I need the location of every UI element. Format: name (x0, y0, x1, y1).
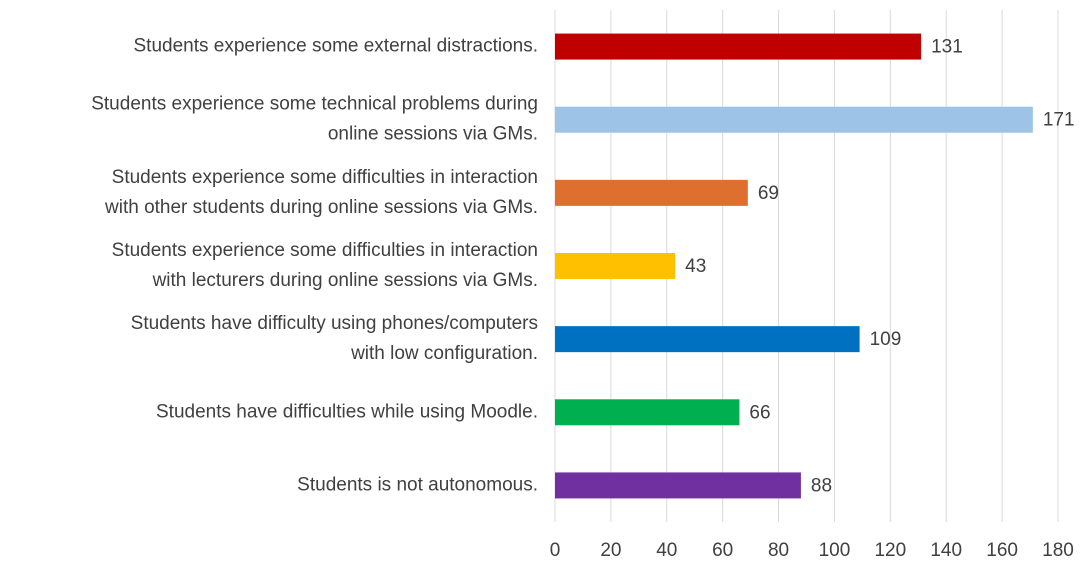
x-tick-label: 80 (768, 540, 789, 561)
value-label: 69 (758, 183, 779, 204)
category-label: Students experience some difficulties in… (112, 167, 538, 188)
value-label: 43 (685, 256, 706, 277)
bar (555, 253, 676, 279)
x-tick-label: 160 (986, 540, 1018, 561)
bar (555, 179, 748, 206)
category-label: Students have difficulties while using M… (156, 401, 538, 422)
x-tick-label: 0 (550, 540, 561, 561)
bar (555, 399, 740, 426)
category-label: with low configuration. (350, 343, 538, 364)
category-label: Students have difficulty using phones/co… (131, 313, 538, 334)
x-tick-label: 140 (930, 540, 962, 561)
bar (555, 472, 801, 499)
value-label: 66 (749, 402, 770, 423)
category-label: Students experience some external distra… (134, 36, 539, 57)
category-label: Students experience some difficulties in… (112, 240, 538, 261)
x-tick-label: 20 (600, 540, 621, 561)
x-tick-label: 40 (656, 540, 677, 561)
category-label: online sessions via GMs. (328, 124, 538, 145)
category-label: Students is not autonomous. (297, 474, 538, 495)
category-label: with other students during online sessio… (104, 197, 538, 218)
value-label: 131 (931, 37, 963, 58)
value-label: 109 (870, 329, 902, 350)
bar (555, 33, 922, 60)
value-label: 171 (1043, 110, 1075, 131)
bar (555, 326, 860, 353)
bar (555, 106, 1033, 133)
x-tick-label: 100 (819, 540, 851, 561)
category-label: with lecturers during online sessions vi… (152, 270, 538, 291)
category-label: Students experience some technical probl… (91, 94, 538, 115)
x-tick-label: 120 (874, 540, 906, 561)
x-tick-label: 60 (712, 540, 733, 561)
value-label: 88 (811, 475, 832, 496)
x-tick-label: 180 (1042, 540, 1074, 561)
